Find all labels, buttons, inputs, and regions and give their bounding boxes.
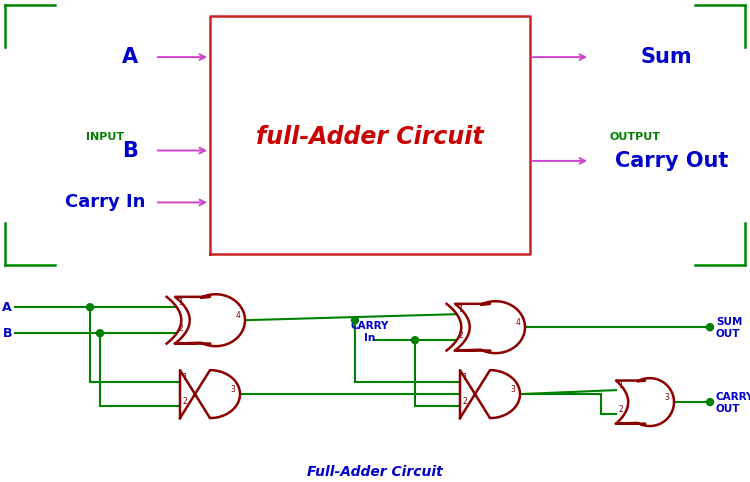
Circle shape (706, 399, 713, 405)
Text: 2: 2 (463, 397, 467, 405)
Text: 1: 1 (619, 381, 623, 389)
Text: OUT: OUT (716, 329, 740, 339)
Polygon shape (460, 370, 520, 418)
Text: Full-Adder Circuit: Full-Adder Circuit (308, 465, 442, 479)
Text: 3: 3 (664, 393, 670, 402)
Circle shape (412, 337, 419, 344)
Text: 4: 4 (236, 311, 241, 320)
Text: B: B (122, 141, 138, 161)
Polygon shape (180, 370, 240, 418)
Text: OUTPUT: OUTPUT (610, 132, 661, 142)
Text: CARRY: CARRY (351, 321, 389, 331)
Text: B: B (2, 327, 12, 340)
Text: 4: 4 (515, 318, 520, 327)
Text: 3: 3 (230, 385, 236, 394)
Polygon shape (616, 378, 674, 426)
Polygon shape (175, 294, 245, 346)
Text: CARRY: CARRY (716, 392, 750, 402)
Text: A: A (122, 47, 138, 67)
Circle shape (86, 304, 94, 311)
Text: INPUT: INPUT (86, 132, 124, 142)
Text: Sum: Sum (640, 47, 692, 67)
Circle shape (352, 317, 358, 324)
Circle shape (706, 324, 713, 331)
Text: Carry In: Carry In (64, 193, 146, 212)
Text: Carry Out: Carry Out (615, 151, 728, 171)
Text: OUT: OUT (716, 404, 740, 414)
Circle shape (97, 330, 104, 337)
Text: In: In (364, 333, 376, 343)
Polygon shape (455, 301, 525, 353)
Text: full-Adder Circuit: full-Adder Circuit (256, 125, 484, 149)
Text: 2: 2 (183, 397, 188, 405)
Text: 1: 1 (458, 305, 464, 314)
Text: 3: 3 (511, 385, 515, 394)
Text: 2: 2 (178, 324, 183, 333)
Text: 1: 1 (463, 373, 467, 382)
Text: 1: 1 (183, 373, 188, 382)
Text: SUM: SUM (716, 317, 742, 327)
Text: 2: 2 (458, 331, 464, 340)
Text: 2: 2 (619, 404, 623, 414)
Text: A: A (2, 301, 12, 314)
Text: 1: 1 (178, 298, 183, 307)
